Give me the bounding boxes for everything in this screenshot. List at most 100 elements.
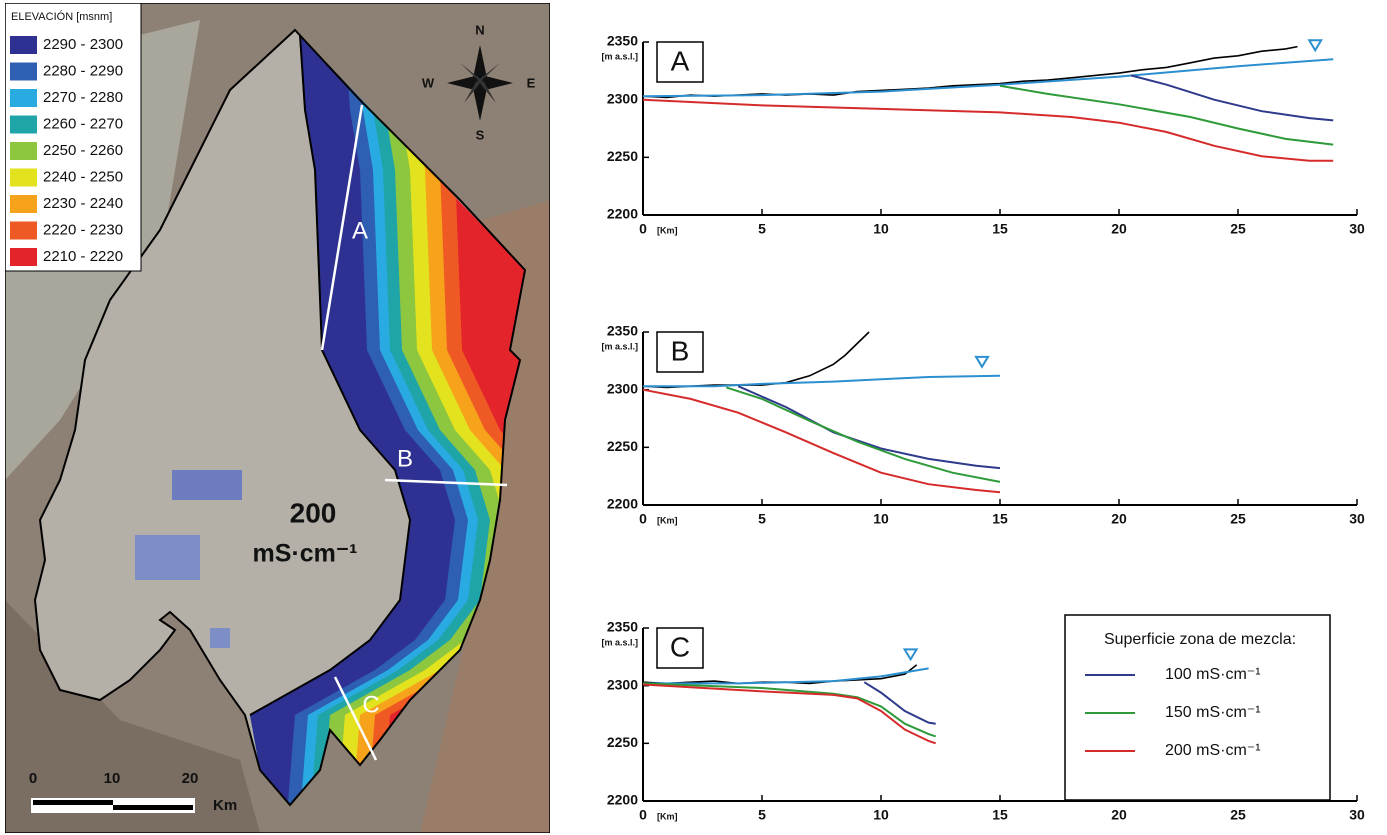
legend-label: 2290 - 2300 <box>43 36 123 53</box>
legend-label: 2280 - 2290 <box>43 62 123 79</box>
y-tick-label: 2300 <box>607 676 638 692</box>
legend-swatch <box>10 221 37 240</box>
x-tick-label: 15 <box>992 511 1008 527</box>
salinity-value: 200 <box>290 497 337 528</box>
basin-outline <box>33 28 527 807</box>
legend-swatch <box>10 62 37 81</box>
water-table-marker <box>902 648 919 662</box>
series-line <box>1130 74 1334 122</box>
compass-label: N <box>475 22 484 37</box>
legend-label: 2220 - 2230 <box>43 221 123 238</box>
water-table-marker <box>974 355 990 369</box>
x-tick-label: 25 <box>1230 807 1246 823</box>
x-tick-label: 20 <box>1111 221 1127 237</box>
series-line <box>642 58 1334 98</box>
y-tick-label: 2200 <box>607 496 638 512</box>
x-tick-label: 30 <box>1349 511 1365 527</box>
legend-swatch <box>10 168 37 187</box>
x-tick-label: 15 <box>992 221 1008 237</box>
compass-label: S <box>476 127 485 142</box>
x-tick-label: 0 <box>639 807 647 823</box>
legend-title: Superficie zona de mezcla: <box>1104 631 1296 648</box>
legend-label: 2270 - 2280 <box>43 89 123 106</box>
map: A B C 200 mS·cm⁻¹ N S W E ELEVACIÓN [msn… <box>5 3 550 833</box>
legend-swatch <box>10 89 37 107</box>
legend-swatch <box>10 36 37 54</box>
x-axis-label: [Km] <box>657 225 678 235</box>
x-tick-label: 10 <box>873 511 889 527</box>
x-tick-label: 25 <box>1230 221 1246 237</box>
panel-label: B <box>671 335 690 366</box>
transect-line <box>320 104 364 351</box>
legend-box <box>1064 614 1331 801</box>
y-tick-label: 2250 <box>607 438 638 454</box>
y-tick-label: 2350 <box>607 619 638 635</box>
terrain-patch <box>5 600 260 833</box>
y-tick-label: 2300 <box>607 380 638 396</box>
panel-label-box <box>656 627 704 669</box>
legend-label: 200 mS·cm⁻¹ <box>1165 742 1261 759</box>
x-tick-label: 10 <box>873 807 889 823</box>
series-line <box>725 386 1001 483</box>
y-axis-label: [m a.s.l.] <box>601 637 638 647</box>
scale-bar <box>33 800 113 805</box>
evaporation-ponds <box>135 535 200 580</box>
legend-swatch <box>10 115 37 134</box>
compass <box>447 45 513 121</box>
scale-bar <box>113 805 193 810</box>
x-tick-label: 5 <box>758 221 766 237</box>
legend-label: 2210 - 2220 <box>43 248 123 265</box>
series-line <box>642 683 937 745</box>
x-tick-label: 20 <box>1111 807 1127 823</box>
elevation-bands <box>250 30 525 805</box>
legend-label: 150 mS·cm⁻¹ <box>1165 704 1261 721</box>
compass-label: W <box>422 75 435 90</box>
zone-outline <box>249 34 412 716</box>
transect-label: C <box>362 691 379 718</box>
panel-label: A <box>671 45 690 76</box>
elevation-band <box>250 30 455 805</box>
x-tick-label: 25 <box>1230 511 1246 527</box>
x-axis-label: [Km] <box>657 515 678 525</box>
legend-swatch <box>10 248 37 266</box>
y-tick-label: 2200 <box>607 206 638 222</box>
x-tick-label: 30 <box>1349 221 1365 237</box>
series-line <box>737 385 1001 470</box>
x-tick-label: 0 <box>639 221 647 237</box>
salinity-unit: mS·cm⁻¹ <box>253 540 358 568</box>
legend-swatch <box>10 142 37 160</box>
y-tick-label: 2350 <box>607 33 638 49</box>
series-line <box>642 98 1334 162</box>
x-tick-label: 5 <box>758 807 766 823</box>
transect-line <box>333 676 378 761</box>
legend-label: 2230 - 2240 <box>43 195 123 212</box>
y-tick-label: 2200 <box>607 792 638 808</box>
scale-label: 20 <box>182 770 199 787</box>
y-axis-label: [m a.s.l.] <box>601 341 638 351</box>
evaporation-ponds <box>210 628 230 648</box>
scale-label: 0 <box>29 770 37 787</box>
y-tick-label: 2300 <box>607 90 638 106</box>
y-tick-label: 2350 <box>607 323 638 339</box>
y-tick-label: 2250 <box>607 148 638 164</box>
x-tick-label: 10 <box>873 221 889 237</box>
scale-unit: Km <box>213 797 237 814</box>
legend-label: 2260 - 2270 <box>43 115 123 132</box>
panel-label: C <box>670 631 690 662</box>
legend-swatch <box>10 195 37 213</box>
series-line <box>642 388 1001 494</box>
panel-label-box <box>656 41 704 83</box>
y-tick-label: 2250 <box>607 734 638 750</box>
map-legend-title: ELEVACIÓN [msnm] <box>11 10 112 23</box>
series-line <box>642 682 937 738</box>
transect-label: A <box>352 217 368 244</box>
water-table-marker <box>1307 39 1323 53</box>
series-line <box>863 681 936 725</box>
panel-label-box <box>656 331 704 373</box>
x-axis-label: [Km] <box>657 811 678 821</box>
y-axis-label: [m a.s.l.] <box>601 51 638 61</box>
series-line <box>643 667 929 685</box>
x-tick-label: 0 <box>639 511 647 527</box>
